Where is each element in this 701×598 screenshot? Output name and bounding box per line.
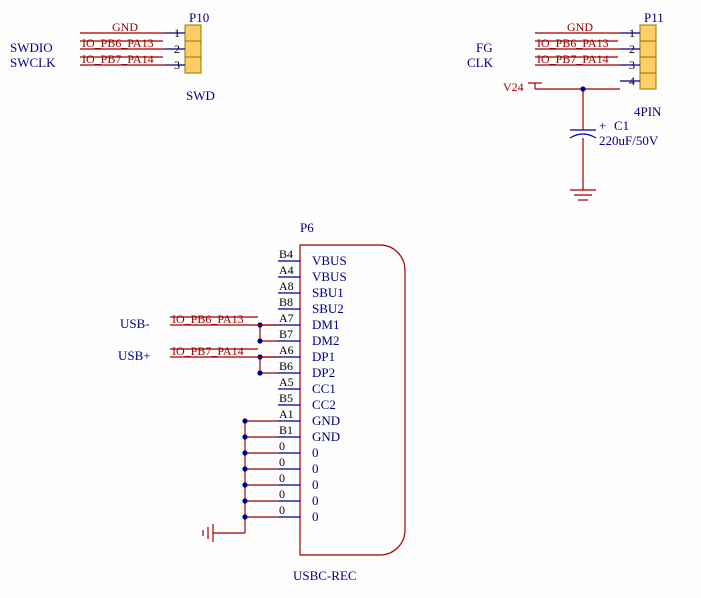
p11-v24: V24 <box>503 80 524 94</box>
p6-pinnum-15: 0 <box>279 487 285 501</box>
p6-pins: B4 VBUS A4 VBUS A8 SBU1 B8 SBU2 A7 DM1 B7 DM2 A6 DP1 B… <box>257 247 346 524</box>
p11-net-2: IO_PB6_PA13 <box>537 36 609 50</box>
p6-pinnum-14: 0 <box>279 471 285 485</box>
p6-net-dp: IO_PB7_PA14 <box>172 344 244 358</box>
p6-pinlabel-3: SBU2 <box>312 301 344 316</box>
p11-sig-fg: FG <box>476 40 493 55</box>
p6-pinnum-11: B1 <box>279 423 293 437</box>
c1-plus: + <box>599 118 606 133</box>
p6-pinnum-16: 0 <box>279 503 285 517</box>
gnd-symbol-p6 <box>203 524 213 542</box>
p6-usbminus: USB- <box>120 316 150 331</box>
p6-pinnum-6: A6 <box>279 343 294 357</box>
p6-usbplus: USB+ <box>118 348 151 363</box>
p6-pinlabel-15: 0 <box>312 493 319 508</box>
p6-pinnum-13: 0 <box>279 455 285 469</box>
p6-pinlabel-6: DP1 <box>312 349 335 364</box>
p10-name: SWD <box>186 88 215 103</box>
p6-pinnum-9: B5 <box>279 391 293 405</box>
p6-pinnum-8: A5 <box>279 375 294 389</box>
p11-sig-clk: CLK <box>467 55 494 70</box>
p6-pinnum-4: A7 <box>279 311 294 325</box>
p6-pinnum-2: A8 <box>279 279 294 293</box>
c1-value: 220uF/50V <box>599 133 659 148</box>
p6-pinlabel-9: CC2 <box>312 397 336 412</box>
p6-pinlabel-7: DP2 <box>312 365 335 380</box>
p6-pinnum-0: B4 <box>279 247 293 261</box>
p6-net-dm: IO_PB6_PA13 <box>172 312 244 326</box>
p10-sig-swclk: SWCLK <box>10 55 56 70</box>
p6-pinnum-10: A1 <box>279 407 294 421</box>
p6-pinnum-7: B6 <box>279 359 293 373</box>
p6-ref: P6 <box>300 220 314 235</box>
p6-pinlabel-0: VBUS <box>312 253 347 268</box>
p10-net-3: IO_PB7_PA14 <box>82 52 154 66</box>
p6-pinnum-12: 0 <box>279 439 285 453</box>
p6-pinlabel-13: 0 <box>312 461 319 476</box>
p11-net-3: IO_PB7_PA14 <box>537 52 609 66</box>
connector-p6: P6 USBC-REC B4 VBUS A4 VBUS A8 SBU1 B8 SBU2 A7 DM… <box>118 220 405 583</box>
connector-p10: P10 SWD 1 2 3 GND IO_PB6_PA13 IO_PB7_PA1… <box>10 10 215 103</box>
p6-name: USBC-REC <box>293 568 357 583</box>
p6-pinlabel-8: CC1 <box>312 381 336 396</box>
p10-ref: P10 <box>189 10 209 25</box>
p11-ref: P11 <box>644 10 664 25</box>
p6-pinlabel-12: 0 <box>312 445 319 460</box>
p10-sig-swdio: SWDIO <box>10 40 53 55</box>
p6-pinlabel-14: 0 <box>312 477 319 492</box>
p10-net-2: IO_PB6_PA13 <box>82 36 154 50</box>
schematic-canvas: P10 SWD 1 2 3 GND IO_PB6_PA13 IO_PB7_PA1… <box>0 0 701 598</box>
p6-pinlabel-11: GND <box>312 429 340 444</box>
p11-net-gnd: GND <box>567 20 593 34</box>
c1-ref: C1 <box>614 118 629 133</box>
p6-pinnum-5: B7 <box>279 327 293 341</box>
gnd-symbol-p11 <box>570 190 596 200</box>
p6-pinnum-1: A4 <box>279 263 294 277</box>
p6-gnd-stubs <box>242 418 278 519</box>
p6-pinlabel-10: GND <box>312 413 340 428</box>
p6-pinlabel-1: VBUS <box>312 269 347 284</box>
p11-name: 4PIN <box>634 104 662 119</box>
connector-p11: P11 4PIN 1 2 3 4 GND IO_PB6_PA13 IO_PB7_… <box>467 10 664 200</box>
p10-net-gnd: GND <box>112 20 138 34</box>
p6-pinlabel-5: DM2 <box>312 333 339 348</box>
p6-pinlabel-16: 0 <box>312 509 319 524</box>
p6-pinlabel-4: DM1 <box>312 317 339 332</box>
p6-pinlabel-2: SBU1 <box>312 285 344 300</box>
p6-pinnum-3: B8 <box>279 295 293 309</box>
